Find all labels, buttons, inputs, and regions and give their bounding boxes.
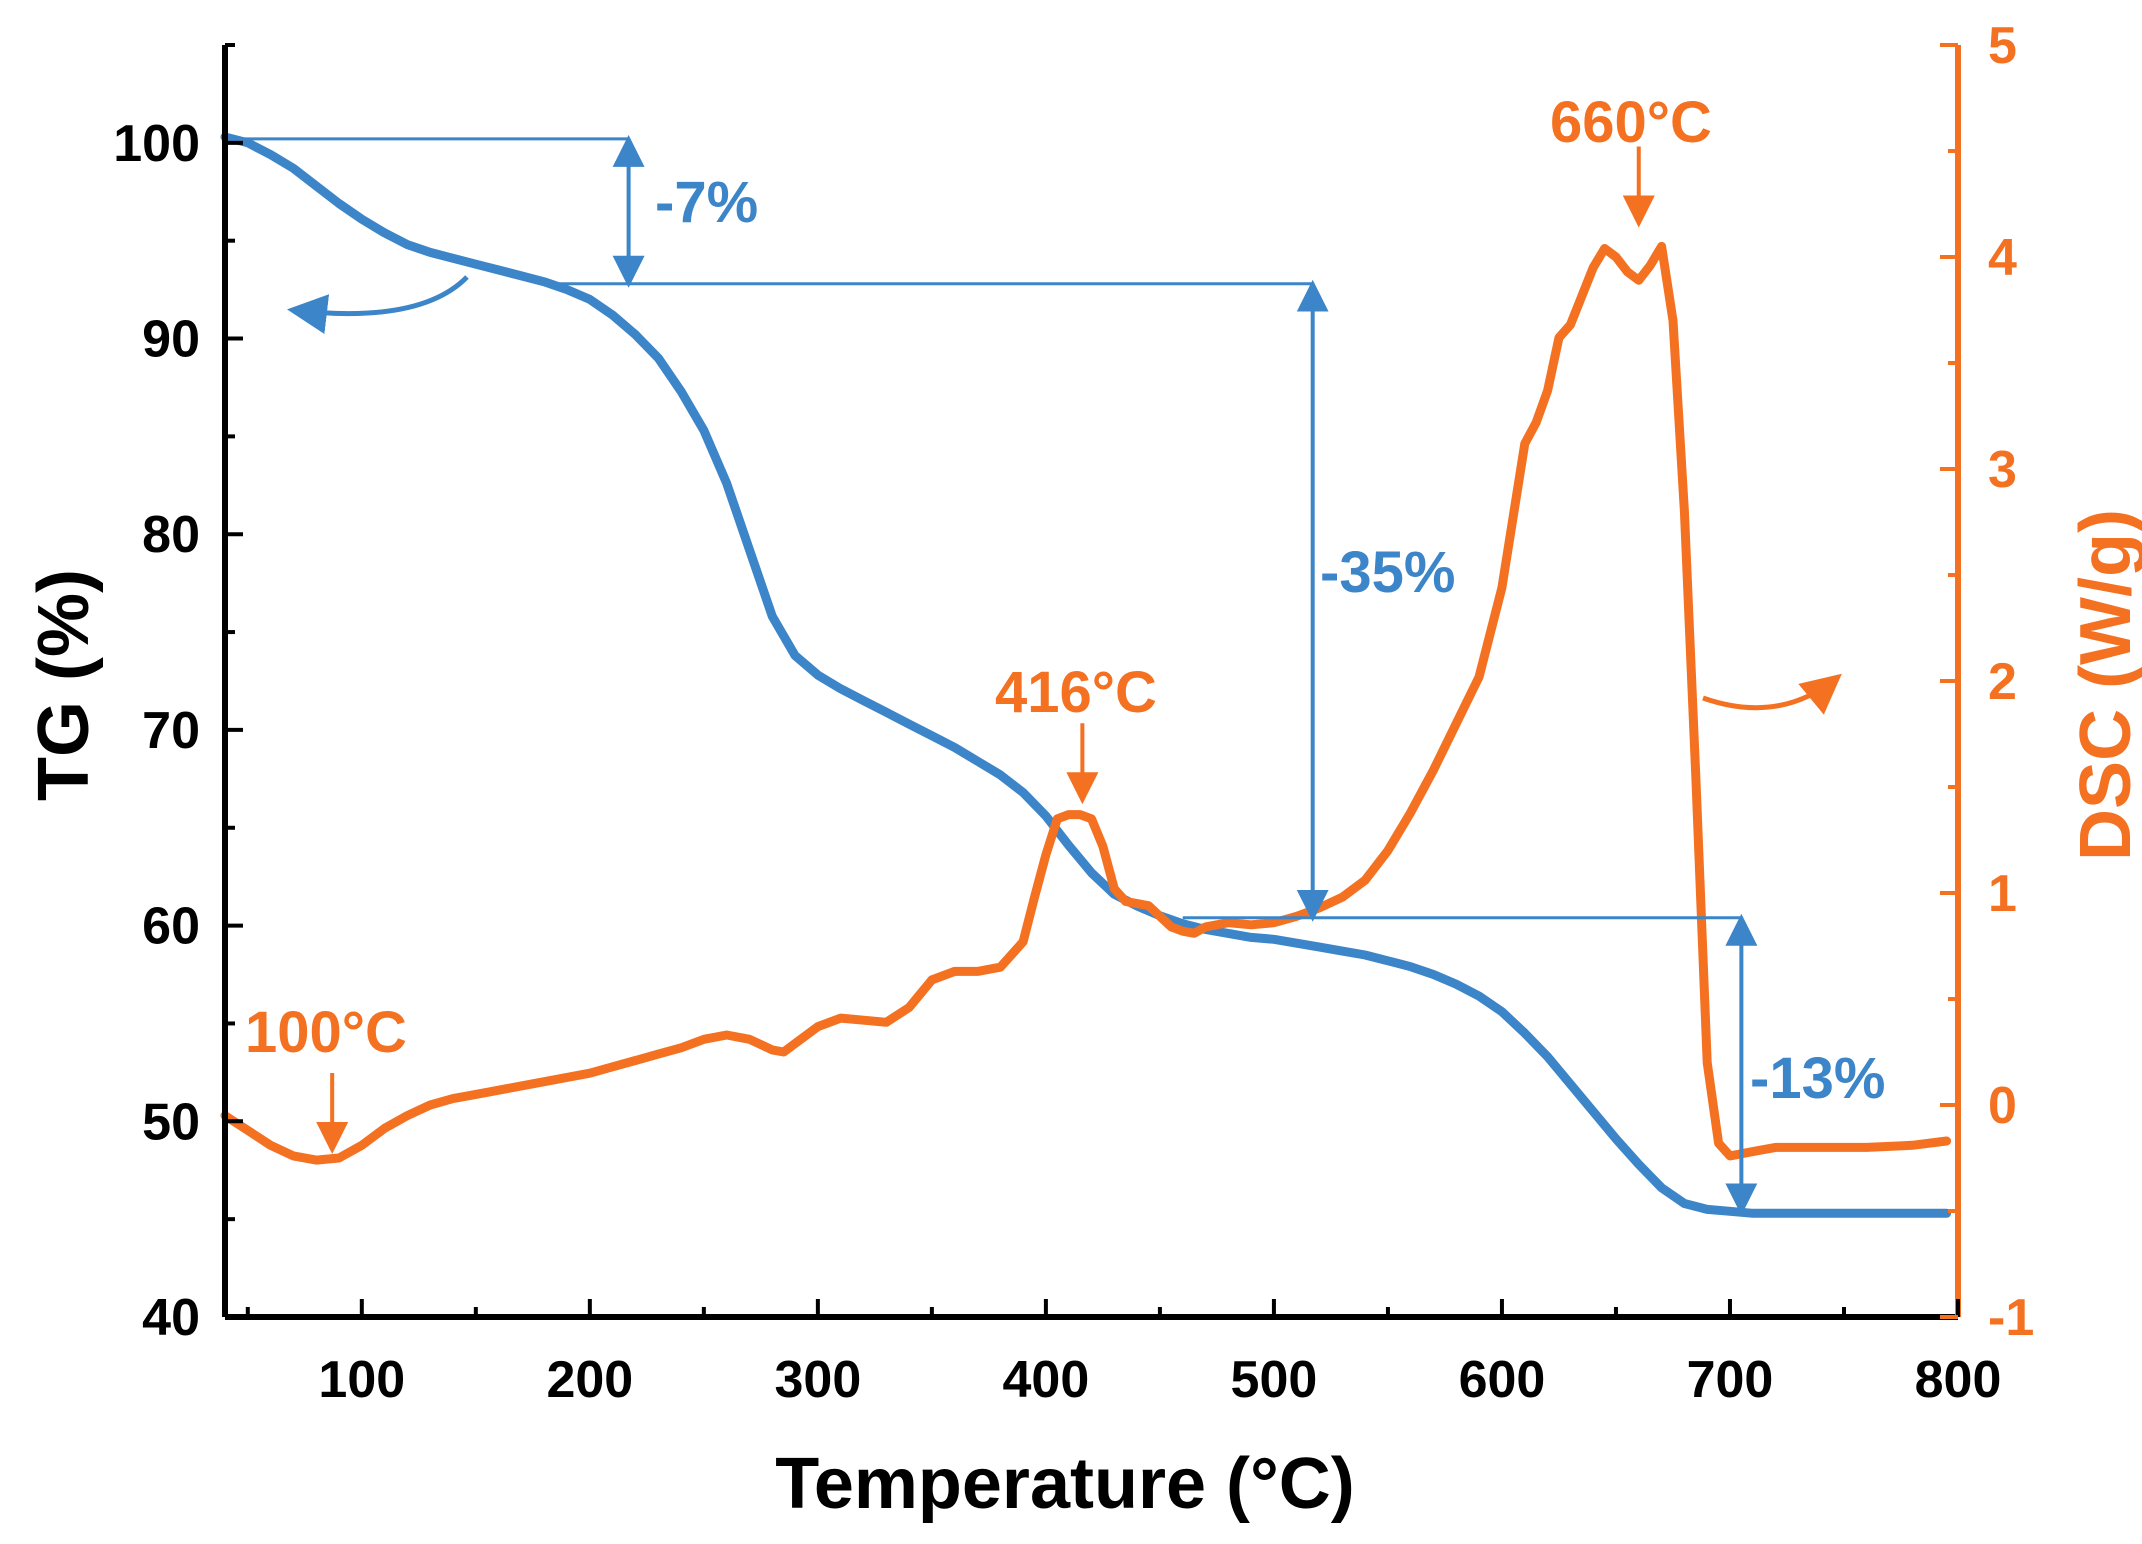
- dsc-axis-indicator-arrow: [1702, 673, 1842, 715]
- y-left-tick-label: 80: [142, 506, 200, 564]
- x-tick-label: 300: [774, 1351, 861, 1409]
- annotation-label-35pct: -35%: [1320, 540, 1455, 605]
- y-left-tick-label: 50: [142, 1093, 200, 1151]
- x-tick-label: 100: [318, 1351, 405, 1409]
- y-left-tick-label: 100: [113, 115, 200, 173]
- tg-series-line: [220, 132, 1952, 1218]
- x-tick-label: 600: [1459, 1351, 1546, 1409]
- y-left-tick-label: 90: [142, 311, 200, 369]
- annotation-label-416c: 416°C: [995, 660, 1157, 725]
- y-left-tick-label: 40: [142, 1289, 200, 1347]
- y-right-tick-label: 3: [1988, 441, 2017, 499]
- y-left-axis-title: TG (%): [24, 569, 104, 801]
- y-right-tick-label: 4: [1988, 229, 2017, 287]
- x-tick-label: 400: [1003, 1351, 1090, 1409]
- y-right-tick-label: 5: [1988, 17, 2017, 75]
- y-right-tick-label: 1: [1988, 865, 2017, 923]
- x-tick-label: 700: [1687, 1351, 1774, 1409]
- y-right-axis-title: DSC (W/g): [2066, 509, 2142, 861]
- tg-axis-indicator-arrow: [287, 275, 469, 334]
- y-left-tick-label: 70: [142, 702, 200, 760]
- x-tick-label: 500: [1231, 1351, 1318, 1409]
- x-axis-title-unit: (°C): [1226, 1444, 1355, 1524]
- y-right-tick-label: 2: [1988, 653, 2017, 711]
- annotation-label-100c: 100°C: [245, 1000, 407, 1065]
- dsc-series-line: [220, 241, 1952, 1165]
- y-left-tick-label: 60: [142, 898, 200, 956]
- x-tick-label: 800: [1915, 1351, 2002, 1409]
- annotation-label-7pct: -7%: [655, 170, 758, 235]
- x-tick-label: 200: [546, 1351, 633, 1409]
- annotation-label-660c: 660°C: [1550, 90, 1712, 155]
- y-right-tick-label: 0: [1988, 1077, 2017, 1135]
- annotation-label-13pct: -13%: [1750, 1046, 1885, 1111]
- x-axis-title: Temperature (°C): [775, 1444, 1355, 1524]
- x-axis-title-text: Temperature: [775, 1444, 1206, 1524]
- y-right-tick-label: -1: [1988, 1289, 2034, 1347]
